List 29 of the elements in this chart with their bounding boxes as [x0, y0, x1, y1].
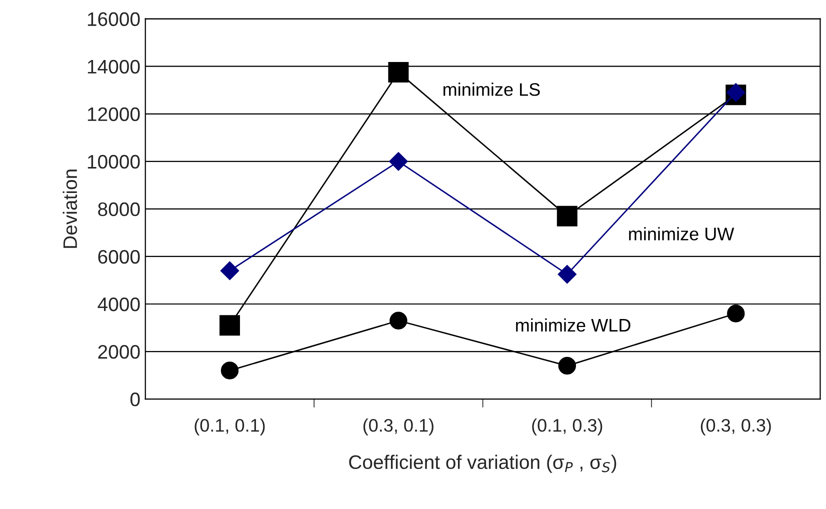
y-tick-label: 10000 [88, 154, 140, 169]
y-tick-label: 0 [130, 392, 140, 406]
y-tick-label: 6000 [98, 250, 140, 264]
series-label: minimize LS [444, 82, 540, 96]
point [389, 152, 408, 171]
y-axis-title: Deviation [62, 170, 78, 248]
point [220, 261, 240, 280]
series-label: minimize WLD [516, 318, 630, 332]
point [556, 206, 578, 226]
point [220, 362, 239, 380]
y-tick-label: 8000 [98, 202, 140, 216]
series-label: minimize UW [629, 227, 734, 240]
x-tick-label: (0.1, 0.1) [194, 418, 265, 436]
y-tick-label: 12000 [88, 107, 140, 122]
x-axis-title: Coefficient of variation (σ$_{P}$ , σ$_{S}$) [349, 454, 616, 473]
point [390, 312, 408, 330]
x-tick-label: (0.1, 0.3) [532, 418, 602, 436]
x-tick-label: (0.3, 0.1) [363, 418, 434, 436]
y-tick-label: 2000 [98, 344, 140, 359]
point [558, 264, 577, 284]
point [558, 356, 576, 375]
y-tick-label: 4000 [98, 297, 140, 312]
y-tick-label: 16000 [88, 12, 140, 26]
point [388, 62, 409, 83]
point [727, 304, 745, 322]
point [219, 315, 240, 336]
y-tick-label: 14000 [88, 60, 140, 74]
point [726, 83, 746, 102]
x-tick-label: (0.3, 0.3) [700, 418, 771, 436]
